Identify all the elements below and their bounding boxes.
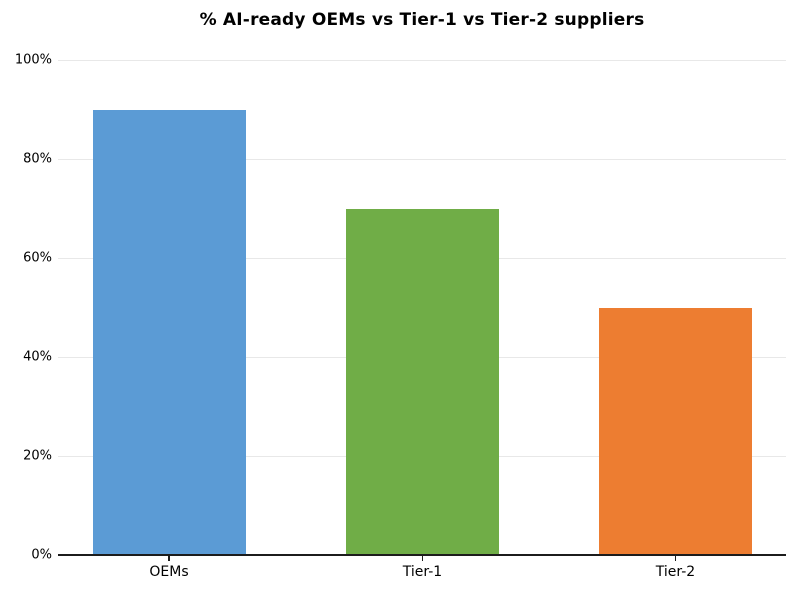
- bar-tier-1: [346, 208, 499, 555]
- x-tick-label: Tier-1: [402, 564, 443, 580]
- gridline: [58, 158, 786, 160]
- x-tick-mark: [168, 556, 170, 561]
- x-tick-mark: [421, 556, 424, 561]
- bar-oems: [92, 109, 246, 555]
- chart-title: % AI-ready OEMs vs Tier-1 vs Tier-2 supp…: [199, 10, 645, 30]
- y-tick-label: 0%: [31, 547, 52, 563]
- gridline: [58, 59, 786, 61]
- y-tick-label: 100%: [14, 52, 52, 68]
- plot-area: [58, 59, 786, 556]
- x-tick-label: OEMs: [149, 564, 189, 580]
- y-tick-label: 60%: [23, 250, 52, 266]
- x-axis-line: [58, 554, 786, 556]
- bar-tier-2: [599, 307, 752, 555]
- y-tick-label: 40%: [23, 349, 52, 365]
- x-tick-label: Tier-2: [655, 564, 696, 580]
- x-tick-mark: [674, 556, 677, 561]
- y-tick-label: 80%: [23, 151, 52, 167]
- y-tick-label: 20%: [23, 448, 52, 464]
